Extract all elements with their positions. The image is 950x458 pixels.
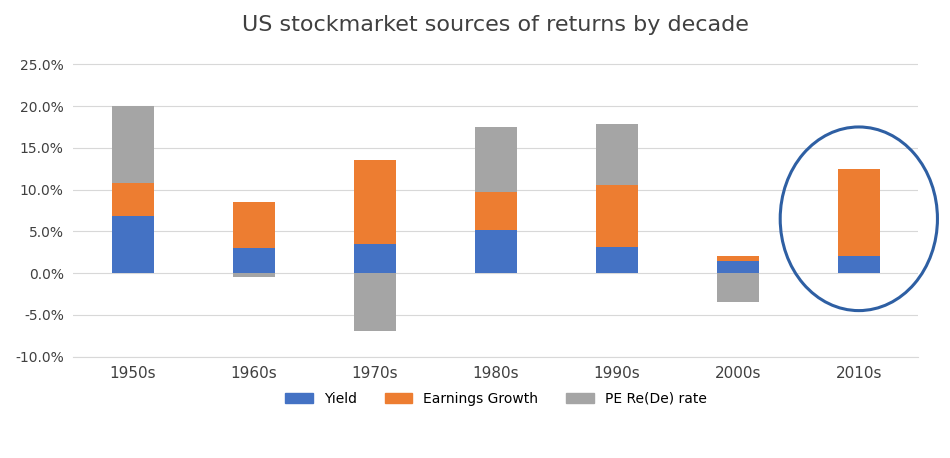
Bar — [112, 216, 154, 273]
Bar — [475, 229, 517, 273]
Bar — [716, 256, 759, 261]
Bar — [596, 185, 638, 247]
Legend: Yield, Earnings Growth, PE Re(De) rate: Yield, Earnings Growth, PE Re(De) rate — [279, 386, 712, 411]
Bar — [838, 169, 880, 256]
Bar — [233, 273, 276, 277]
Bar — [475, 192, 517, 229]
Bar — [596, 247, 638, 273]
Bar — [353, 160, 396, 244]
Bar — [233, 202, 276, 248]
Title: US stockmarket sources of returns by decade: US stockmarket sources of returns by dec… — [242, 15, 750, 35]
Bar — [596, 125, 638, 185]
Bar — [233, 248, 276, 273]
Bar — [716, 273, 759, 302]
Bar — [112, 106, 154, 183]
Bar — [475, 127, 517, 192]
Bar — [838, 256, 880, 273]
Bar — [716, 261, 759, 273]
Bar — [112, 183, 154, 216]
Bar — [353, 273, 396, 332]
Bar — [353, 244, 396, 273]
